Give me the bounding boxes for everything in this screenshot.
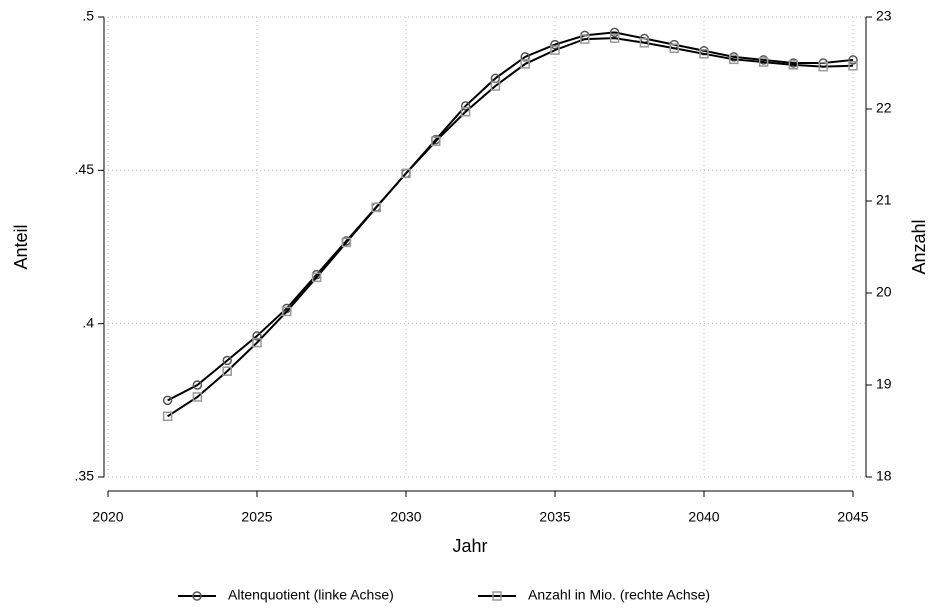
- y-tick-label: .5: [82, 8, 94, 24]
- y-tick-label: .4: [82, 314, 94, 330]
- data-point: [431, 136, 441, 146]
- data-point: [550, 45, 560, 55]
- data-point: [162, 411, 173, 422]
- data-point: [222, 366, 232, 376]
- y-tick-label: .35: [75, 468, 95, 484]
- data-point: [282, 306, 292, 317]
- data-point: [311, 272, 322, 283]
- y2-tick-label: 20: [876, 284, 892, 300]
- data-point: [818, 61, 828, 72]
- y-axis-title: Anteil: [11, 224, 31, 269]
- data-point: [669, 43, 679, 54]
- series-line: [167, 37, 854, 418]
- y2-tick-label: 21: [876, 192, 892, 208]
- x-axis-title: Jahr: [452, 536, 487, 556]
- x-tick-label: 2045: [837, 509, 868, 525]
- data-point: [192, 380, 203, 390]
- legend-label: Anzahl in Mio. (rechte Achse): [528, 587, 710, 603]
- data-point: [729, 54, 739, 65]
- data-point: [699, 49, 709, 59]
- legend-marker: [192, 591, 202, 601]
- data-point: [609, 27, 620, 38]
- data-point: [341, 237, 352, 248]
- y-tick-label: .45: [75, 161, 95, 177]
- data-point: [460, 107, 471, 117]
- x-tick-label: 2025: [241, 509, 272, 525]
- data-point: [371, 202, 381, 213]
- y2-tick-label: 22: [876, 100, 892, 116]
- data-point: [162, 395, 173, 406]
- data-point: [520, 59, 530, 69]
- data-point: [639, 38, 650, 48]
- data-point: [758, 57, 769, 67]
- data-point: [460, 101, 471, 111]
- x-tick-label: 2030: [390, 509, 421, 525]
- data-point: [580, 34, 590, 44]
- data-point: [222, 355, 232, 366]
- series-line: [167, 31, 854, 402]
- data-point: [192, 392, 203, 402]
- x-tick-label: 2020: [92, 509, 123, 525]
- data-point: [252, 331, 262, 341]
- legend-marker: [492, 591, 502, 601]
- data-point: [788, 60, 799, 70]
- y2-tick-label: 18: [876, 468, 892, 484]
- data-point: [848, 55, 858, 65]
- data-point: [609, 33, 620, 43]
- data-point: [550, 39, 560, 50]
- data-point: [252, 337, 262, 348]
- data-point: [520, 52, 530, 62]
- data-point: [490, 81, 501, 91]
- data-point: [401, 168, 411, 179]
- x-tick-label: 2035: [539, 509, 570, 525]
- y2-axis-title: Anzahl: [909, 219, 929, 274]
- x-tick-label: 2040: [688, 509, 719, 525]
- y2-tick-label: 23: [876, 8, 892, 24]
- y2-tick-label: 19: [876, 376, 892, 392]
- legend-label: Altenquotient (linke Achse): [228, 587, 394, 603]
- data-point: [848, 61, 858, 71]
